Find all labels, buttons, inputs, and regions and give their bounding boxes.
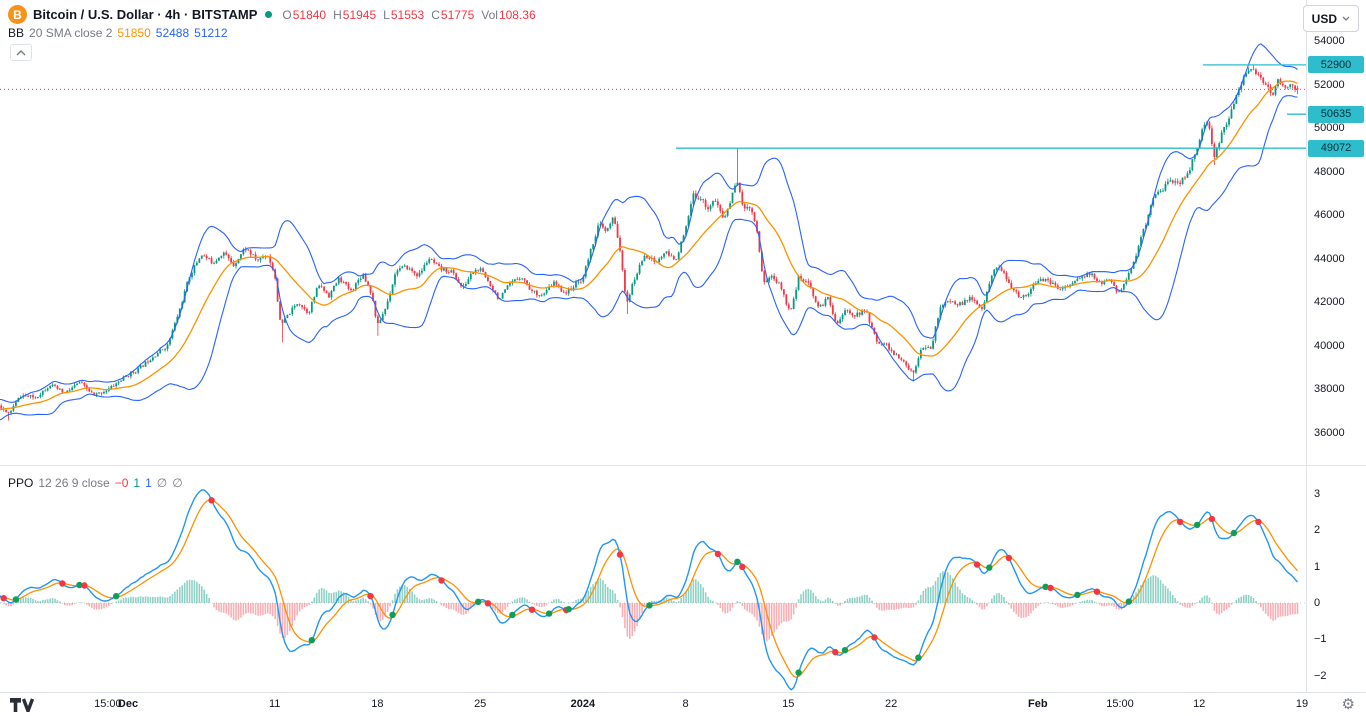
ppo-legend[interactable]: PPO 12 26 9 close −0 1 1 ∅ ∅ — [8, 476, 183, 490]
price-tick-label: 52000 — [1314, 78, 1345, 91]
bb-indicator-params: 20 SMA close 2 — [29, 26, 113, 40]
time-tick-label: 22 — [884, 698, 898, 710]
time-tick-label: 15:00 — [1106, 698, 1134, 710]
price-tick-label: 38000 — [1314, 383, 1345, 395]
time-tick-label: 12 — [1193, 698, 1206, 710]
price-axis[interactable]: 54000 52000 50000 48000 46000 44000 42000 40000… — [1307, 0, 1366, 692]
bb-legend[interactable]: BB 20 SMA close 2 51850 52488 51212 — [8, 26, 228, 40]
main-chart-svg — [0, 43, 1306, 421]
price-level-badge[interactable]: 49072 — [1308, 139, 1364, 157]
price-tick-label: 42000 — [1314, 296, 1345, 308]
legend-collapse-button[interactable] — [10, 44, 32, 61]
pane-separator[interactable] — [0, 465, 1366, 466]
currency-label: USD — [1311, 11, 1337, 26]
symbol-title[interactable]: Bitcoin / U.S. Dollar · 4h · BITSTAMP — [33, 7, 258, 22]
ppo-tick-label: 1 — [1314, 560, 1321, 573]
time-tick-label: 11 — [268, 698, 281, 710]
open-label: O — [282, 7, 292, 22]
bb-upper-value: 52488 — [155, 26, 190, 40]
chevron-up-icon — [16, 49, 26, 56]
time-tick-label: Dec — [117, 698, 139, 710]
ppo-signal-value: 1 — [145, 476, 152, 490]
price-level-badge[interactable]: 52900 — [1308, 56, 1364, 74]
low-label: L — [383, 7, 390, 22]
price-chart-canvas[interactable] — [0, 0, 1306, 465]
volume-label: Vol — [481, 7, 498, 22]
open-pair: O 51840 — [282, 8, 326, 22]
price-axis-separator — [1306, 0, 1307, 692]
volume-value: 108.36 — [498, 7, 536, 22]
time-tick-label: 8 — [682, 698, 689, 710]
time-tick-label: 19 — [1295, 698, 1309, 710]
price-tick-label: 44000 — [1314, 252, 1345, 265]
tradingview-logo[interactable] — [10, 698, 35, 712]
symbol-legend: B Bitcoin / U.S. Dollar · 4h · BITSTAMP … — [8, 5, 536, 24]
ppo-tick-label: 2 — [1314, 524, 1321, 537]
ppo-indicator-params: 12 26 9 close — [38, 476, 110, 490]
open-value: 51840 — [292, 7, 327, 22]
ppo-extra-value-1: ∅ — [156, 476, 168, 490]
time-tick-label: 2024 — [570, 698, 596, 710]
ppo-tick-label: −1 — [1314, 633, 1327, 646]
bb-basis-value: 51850 — [117, 26, 151, 40]
price-tick-label: 50000 — [1314, 122, 1345, 134]
volume-pair: Vol 108.36 — [481, 8, 535, 22]
time-tick-label: 15 — [782, 698, 795, 710]
time-tick-label: 25 — [474, 698, 487, 710]
price-tick-label: 36000 — [1314, 426, 1345, 439]
bb-lower-value: 51212 — [194, 26, 228, 40]
low-pair: L 51553 — [383, 8, 424, 22]
market-status-icon[interactable] — [265, 11, 273, 18]
time-tick-label: 15:00 — [94, 698, 122, 710]
ppo-line-value: 1 — [133, 476, 141, 490]
currency-unit-button[interactable]: USD — [1302, 5, 1359, 32]
ppo-tick-label: −2 — [1314, 669, 1327, 682]
ppo-indicator-name[interactable]: PPO — [8, 476, 34, 490]
price-tick-label: 46000 — [1314, 209, 1345, 221]
gear-icon[interactable]: ⚙ — [1341, 696, 1355, 713]
bb-indicator-name[interactable]: BB — [8, 26, 25, 40]
low-value: 51553 — [390, 7, 425, 22]
ppo-chart-canvas[interactable] — [0, 465, 1306, 692]
close-pair: C 51775 — [431, 8, 474, 22]
price-tick-label: 54000 — [1314, 35, 1345, 47]
close-label: C — [431, 7, 440, 22]
price-level-badge[interactable]: 50635 — [1308, 105, 1364, 123]
ohlc-values: O 51840 H 51945 L 51553 C 51775 Vol 108.… — [282, 8, 535, 22]
ppo-extra-value-2: ∅ — [172, 476, 183, 490]
ppo-tick-label: 3 — [1314, 488, 1321, 501]
high-label: H — [333, 7, 342, 22]
time-tick-label: 18 — [371, 698, 384, 710]
time-axis[interactable]: 15:00 Dec 11 18 25 2024 8 15 22 Feb 15:00 12 19 — [0, 692, 1366, 716]
price-tick-label: 48000 — [1314, 165, 1345, 178]
high-value: 51945 — [342, 7, 377, 22]
price-tick-label: 40000 — [1314, 339, 1345, 352]
ppo-tick-label: 0 — [1314, 597, 1321, 609]
chevron-down-icon — [1342, 16, 1350, 21]
ppo-chart-svg — [0, 489, 1306, 691]
bitcoin-logo-icon: B — [8, 5, 27, 24]
ppo-hist-value: −0 — [114, 476, 129, 490]
time-tick-label: Feb — [1028, 698, 1048, 710]
close-value: 51775 — [440, 7, 475, 22]
high-pair: H 51945 — [333, 8, 376, 22]
